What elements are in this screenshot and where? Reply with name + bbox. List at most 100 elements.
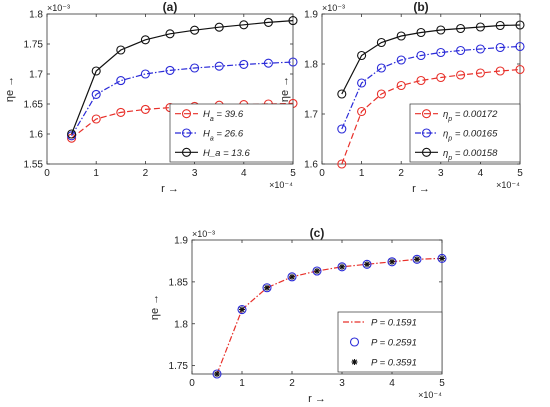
data-point	[190, 63, 200, 73]
data-point	[412, 254, 422, 264]
star-stroke	[239, 306, 245, 313]
y-tick-label: 1.7	[304, 110, 318, 121]
data-point	[337, 124, 347, 134]
data-point	[116, 107, 126, 117]
legend-marker	[421, 109, 432, 119]
data-point	[262, 283, 272, 293]
data-point	[264, 284, 270, 291]
legend-marker	[181, 128, 192, 138]
data-point	[387, 257, 397, 267]
legend-label: P = 0.2591	[371, 338, 417, 349]
legend-entry: P = 0.3591	[351, 358, 417, 369]
star-stroke	[264, 285, 270, 291]
series-3	[214, 255, 445, 377]
legend-entry: Ha = 26.6	[175, 128, 244, 142]
data-point	[396, 80, 406, 91]
data-point	[239, 59, 249, 69]
series-line	[341, 45, 521, 130]
data-point	[495, 42, 505, 53]
data-point	[337, 159, 347, 169]
star-stroke	[414, 256, 420, 262]
data-point	[436, 47, 446, 58]
legend-label-sub: p	[447, 135, 452, 142]
legend-label-rest: = 39.6	[214, 109, 244, 120]
series-1	[337, 64, 525, 169]
series-2	[67, 57, 298, 141]
x-tick-label: 3	[339, 378, 345, 389]
x-tick-label: 1	[359, 168, 365, 179]
data-point	[357, 50, 367, 61]
legend-label: ηp = 0.00158	[443, 148, 498, 162]
x-tick-label: 4	[241, 168, 247, 179]
y-multiplier: ×10⁻³	[322, 3, 345, 13]
legend-marker	[349, 337, 360, 347]
y-multiplier: ×10⁻³	[47, 3, 70, 13]
legend-label-sub: p	[447, 116, 452, 123]
legend-label-sub: a	[210, 116, 214, 123]
y-multiplier: ×10⁻³	[192, 229, 215, 239]
legend-label: H_a = 13.6	[203, 148, 250, 159]
star-stroke	[214, 371, 220, 377]
data-point	[263, 58, 273, 68]
data-point	[67, 129, 77, 139]
series-line	[341, 24, 521, 95]
legend-label-main: η	[443, 109, 448, 120]
y-tick-label: 1.75	[169, 361, 189, 372]
x-tick-label: 1	[93, 168, 99, 179]
data-point	[357, 106, 367, 117]
panel-c: 0 1 2 3 4 5 1.75 1.8 1.85 1.9 ×10⁻³ ×10⁻⁴ (c) r → ηe →…	[149, 226, 447, 405]
data-point	[475, 22, 485, 32]
x-tick-label: 4	[389, 378, 395, 389]
legend-label-main: H	[203, 109, 210, 120]
data-point	[456, 70, 466, 80]
legend-marker	[351, 359, 358, 365]
legend-label-rest: = 0.00172	[452, 109, 498, 120]
data-point	[289, 273, 295, 280]
panel-title: (a)	[163, 0, 178, 14]
y-tick-label: 1.6	[29, 130, 43, 141]
series-line	[71, 20, 294, 135]
x-tick-label: 2	[398, 168, 404, 179]
plot-frame	[191, 239, 443, 375]
series-1	[216, 257, 443, 375]
legend-entry: P = 0.2591	[349, 337, 417, 349]
data-point	[140, 35, 150, 45]
series-line	[71, 61, 294, 137]
y-tick-label: 1.6	[304, 160, 318, 171]
star-stroke	[289, 274, 295, 280]
data-point	[396, 55, 406, 65]
data-point	[312, 266, 322, 276]
data-point	[263, 17, 273, 27]
data-point	[288, 16, 298, 26]
legend-marker	[421, 147, 432, 157]
data-point	[140, 104, 150, 114]
x-tick-label: 2	[143, 168, 149, 179]
panel-a: 0 1 2 3 4 5 1.55 1.6 1.65 1.7 1.75 1.8 ×10⁻³ ×10⁻⁴ (a)…	[4, 0, 298, 195]
data-point	[416, 27, 426, 38]
legend-label-main: P = 0.2591	[371, 338, 417, 349]
star-stroke	[364, 261, 370, 267]
data-point	[475, 68, 485, 78]
y-tick-label: 1.8	[304, 60, 318, 71]
data-point	[364, 261, 370, 268]
x-tick-label: 4	[478, 168, 484, 179]
series-line	[341, 68, 521, 165]
y-tick-label: 1.8	[174, 319, 188, 330]
data-point	[436, 25, 446, 35]
legend-label-main: P = 0.1591	[371, 318, 417, 329]
x-multiplier: ×10⁻⁴	[496, 180, 520, 190]
data-point	[165, 65, 175, 75]
data-point	[91, 89, 101, 99]
y-tick-label: 1.9	[174, 236, 188, 247]
data-point	[439, 255, 445, 262]
data-point	[140, 69, 150, 79]
star-stroke	[351, 359, 358, 365]
legend-entry: ηp = 0.00158	[415, 147, 498, 162]
legend-label-main: H_a = 13.6	[203, 148, 250, 159]
star-stroke	[339, 264, 345, 270]
x-tick-label: 0	[189, 378, 195, 389]
data-point	[376, 89, 386, 99]
data-point	[396, 31, 406, 41]
plot-frame	[46, 13, 294, 165]
